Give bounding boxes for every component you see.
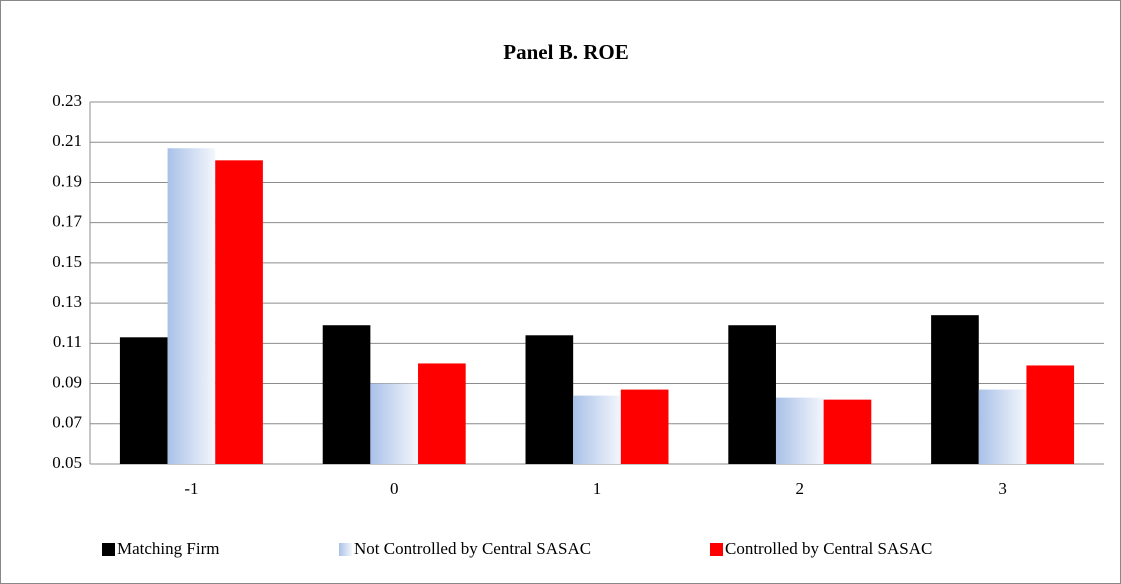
bar xyxy=(775,397,824,464)
y-tick-label: 0.19 xyxy=(52,171,82,190)
bar xyxy=(620,389,669,464)
y-tick-label: 0.05 xyxy=(52,453,82,472)
y-tick-label: 0.11 xyxy=(53,332,82,351)
bar xyxy=(728,325,776,464)
x-tick-label: 0 xyxy=(390,479,399,498)
y-tick-label: 0.17 xyxy=(52,212,82,231)
x-tick-label: -1 xyxy=(184,479,198,498)
bar xyxy=(322,325,371,464)
y-tick-label: 0.13 xyxy=(52,292,82,311)
y-tick-label: 0.23 xyxy=(52,91,82,110)
x-tick-label: 2 xyxy=(796,479,805,498)
bar xyxy=(525,335,574,464)
x-tick-label: 3 xyxy=(998,479,1007,498)
x-tick-label: 1 xyxy=(593,479,602,498)
bar xyxy=(167,148,216,464)
bar xyxy=(931,315,979,464)
y-tick-label: 0.07 xyxy=(52,413,82,432)
bar xyxy=(978,389,1027,464)
bar xyxy=(573,395,621,464)
y-tick-label: 0.15 xyxy=(52,252,82,271)
y-tick-label: 0.09 xyxy=(52,372,82,391)
bar xyxy=(119,337,168,464)
legend-label: Matching Firm xyxy=(117,539,219,558)
legend-swatch xyxy=(102,543,115,556)
bar xyxy=(823,399,872,464)
bar xyxy=(418,363,466,464)
y-tick-label: 0.21 xyxy=(52,131,82,150)
legend-label: Controlled by Central SASAC xyxy=(725,539,932,558)
bar xyxy=(1026,365,1075,464)
bar xyxy=(215,160,263,465)
bar xyxy=(370,383,419,464)
legend-label: Not Controlled by Central SASAC xyxy=(354,539,591,558)
legend-swatch xyxy=(710,543,723,556)
chart-title: Panel B. ROE xyxy=(503,40,628,64)
legend-swatch xyxy=(339,543,352,556)
